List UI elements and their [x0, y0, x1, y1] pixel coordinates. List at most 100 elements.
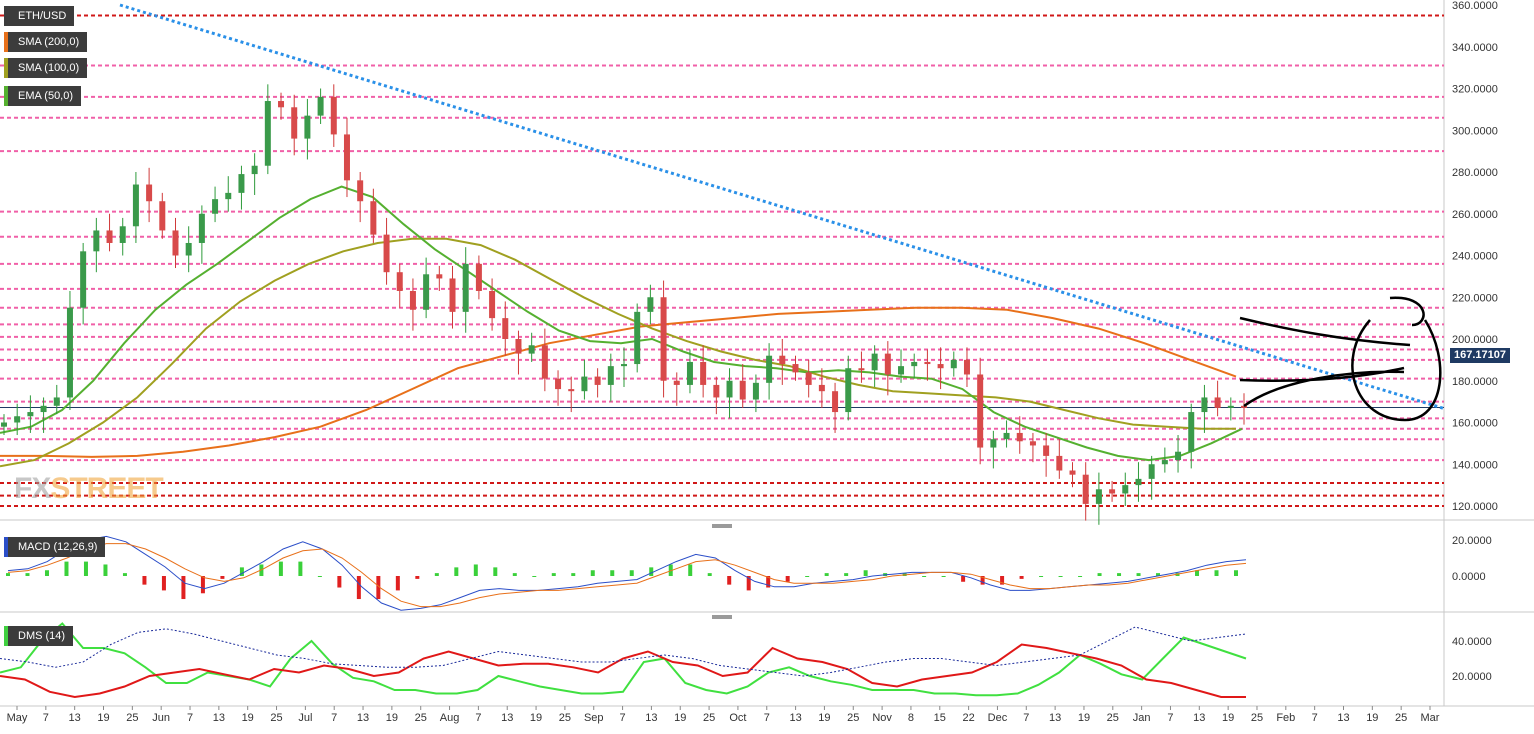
candle-body [1056, 455, 1063, 471]
candle-body [93, 230, 100, 252]
candle-body [1214, 397, 1221, 408]
x-tick-label: 19 [242, 712, 254, 724]
ema50-line [0, 185, 1243, 462]
candle-body [423, 274, 430, 310]
panel-resize-handle-2 [712, 615, 732, 619]
macd-histogram-bar [415, 576, 420, 579]
candle-body [1135, 478, 1142, 486]
x-tick-label: 19 [530, 712, 542, 724]
x-tick-label: 7 [620, 712, 626, 724]
candle-body [106, 230, 113, 243]
x-tick-label: 19 [386, 712, 398, 724]
dms-minus-di-line [0, 643, 1246, 699]
macd-histogram-bar [83, 561, 88, 576]
legend-dms: DMS (14) [4, 626, 74, 646]
x-tick-label: 25 [847, 712, 859, 724]
macd-histogram-bar [1195, 570, 1200, 576]
candle-body [1241, 405, 1247, 408]
macd-signal-line [7, 543, 1247, 608]
macd-histogram-bar [571, 573, 576, 576]
legend-eth-usd: ETH/USD [4, 6, 75, 26]
macd-histogram-bar [25, 573, 30, 576]
candle-body [370, 201, 377, 235]
candle-body [66, 307, 73, 398]
dms-y-tick: 20.0000 [1452, 671, 1492, 683]
macd-histogram-bar [1078, 576, 1083, 577]
candle-body [1043, 445, 1050, 456]
candle-body [251, 165, 258, 175]
macd-histogram-bar [1000, 576, 1005, 585]
macd-histogram-bar [1039, 576, 1044, 577]
candle-body [660, 297, 667, 381]
macd-histogram-bar [122, 573, 127, 576]
macd-histogram-bar [317, 576, 322, 577]
candle-body [581, 376, 588, 392]
x-tick-label: 25 [415, 712, 427, 724]
macd-histogram-bar [610, 570, 615, 576]
x-tick-label: Aug [440, 712, 460, 724]
y-tick-label: 240.0000 [1452, 251, 1498, 263]
candle-body [858, 368, 865, 371]
candle-body [264, 101, 271, 166]
fxstreet-logo: FXSTREET [14, 472, 164, 505]
macd-histogram-bar [746, 576, 751, 591]
candle-body [1, 422, 7, 427]
handdrawn-circle [1351, 296, 1442, 422]
macd-histogram-bar [356, 576, 361, 600]
legend-ema-50: EMA (50,0) [4, 86, 82, 106]
candle-body [330, 96, 337, 135]
x-tick-label: 7 [331, 712, 337, 724]
y-tick-label: 300.0000 [1452, 125, 1498, 137]
candle-body [383, 234, 390, 273]
candle-body [818, 384, 825, 392]
candle-body [1227, 405, 1234, 408]
x-tick-label: Sep [584, 712, 604, 724]
x-tick-label: 19 [1366, 712, 1378, 724]
x-tick-label: 19 [674, 712, 686, 724]
macd-histogram-bar [239, 567, 244, 576]
candle-body [436, 274, 443, 279]
x-tick-label: 22 [962, 712, 974, 724]
candle-body [198, 213, 205, 243]
macd-histogram-bar [44, 570, 49, 576]
candle-body [568, 389, 575, 392]
y-tick-label: 280.0000 [1452, 167, 1498, 179]
y-tick-label: 220.0000 [1452, 292, 1498, 304]
candle-body [779, 355, 786, 365]
candle-body [1161, 460, 1168, 465]
candle-body [475, 263, 482, 291]
x-tick-label: May [7, 712, 28, 724]
macd-histogram-bar [766, 576, 771, 588]
descending-trendline [119, 3, 1445, 411]
candle-body [357, 180, 364, 202]
macd-histogram-bar [1117, 573, 1122, 576]
macd-histogram-bar [922, 576, 927, 577]
handdrawn-arrow-upper [1239, 316, 1411, 347]
macd-histogram-bar [161, 576, 166, 591]
candle-body [766, 355, 773, 383]
candle-body [291, 107, 298, 139]
macd-histogram-bar [1019, 576, 1024, 579]
candle-body [1109, 489, 1116, 494]
y-tick-label: 200.0000 [1452, 334, 1498, 346]
x-tick-label: 13 [1193, 712, 1205, 724]
macd-histogram-bar [785, 576, 790, 582]
dms-y-tick: 40.0000 [1452, 636, 1492, 648]
x-tick-label: 13 [213, 712, 225, 724]
candle-body [132, 184, 139, 227]
x-tick-label: 13 [501, 712, 513, 724]
x-tick-label: Mar [1421, 712, 1440, 724]
candle-body [1082, 474, 1089, 504]
x-tick-label: 13 [1049, 712, 1061, 724]
candle-body [845, 368, 852, 413]
y-tick-label: 360.0000 [1452, 0, 1498, 12]
macd-histogram-bar [1058, 576, 1063, 577]
candle-body [119, 226, 126, 243]
candle-body [884, 353, 891, 375]
candle-body [1201, 397, 1208, 413]
candle-body [225, 192, 232, 200]
macd-histogram-bar [727, 576, 732, 585]
dms-adx-line [0, 626, 1247, 677]
macd-y-tick: 0.0000 [1452, 571, 1486, 583]
legend-macd: MACD (12,26,9) [4, 537, 106, 557]
